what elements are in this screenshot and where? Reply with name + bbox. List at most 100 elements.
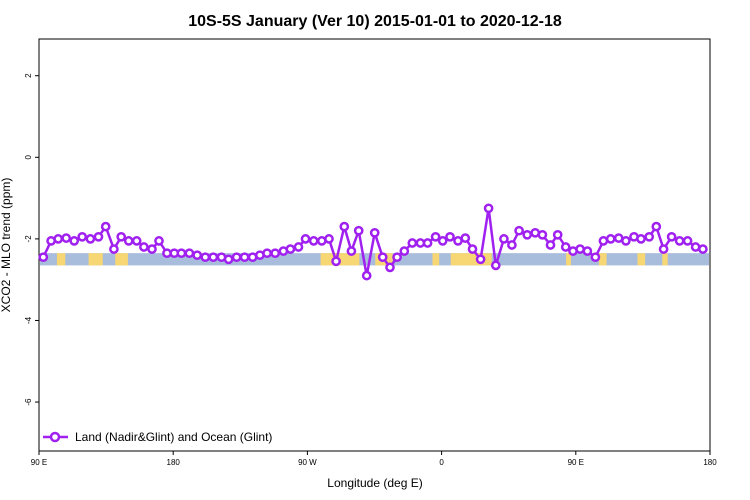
data-point xyxy=(361,270,372,281)
data-point xyxy=(353,225,364,236)
data-point xyxy=(53,234,64,244)
land-patch xyxy=(637,253,646,266)
data-point xyxy=(116,231,127,242)
land-patch xyxy=(88,253,103,266)
y-tick-label: -6 xyxy=(24,398,33,406)
data-point xyxy=(123,236,134,246)
ocean-band xyxy=(40,253,709,266)
legend: Land (Nadir&Glint) and Ocean (Glint) xyxy=(43,430,272,444)
land-patch xyxy=(662,253,668,266)
data-point xyxy=(644,231,655,242)
x-tick-label: 180 xyxy=(703,458,717,467)
data-point xyxy=(658,244,669,254)
data-point xyxy=(460,233,471,243)
data-point xyxy=(545,240,556,250)
data-point xyxy=(605,234,616,244)
data-point xyxy=(346,246,357,256)
data-point xyxy=(560,242,571,252)
data-point xyxy=(285,244,296,254)
data-point xyxy=(293,242,304,252)
data-point xyxy=(636,234,646,244)
data-point xyxy=(392,252,402,263)
land-patch xyxy=(432,253,440,266)
data-point xyxy=(147,244,157,254)
land-patch xyxy=(115,253,128,266)
data-point xyxy=(514,225,524,236)
data-point xyxy=(231,252,242,263)
data-point xyxy=(582,246,593,256)
data-point xyxy=(239,252,250,263)
land-patch xyxy=(566,253,571,266)
data-point xyxy=(422,238,433,248)
data-point xyxy=(324,234,334,244)
x-axis-label: Longitude (deg E) xyxy=(327,476,422,490)
data-point xyxy=(61,233,72,243)
series-layer xyxy=(38,203,708,281)
land-ocean-strip xyxy=(40,253,709,266)
chart-title: 10S-5S January (Ver 10) 2015-01-01 to 20… xyxy=(188,13,562,30)
data-point xyxy=(445,231,455,242)
data-point xyxy=(339,221,350,232)
x-tick-label: 90 E xyxy=(568,458,584,467)
data-point xyxy=(176,248,187,259)
y-tick-label: 0 xyxy=(24,155,33,160)
y-tick-label: -2 xyxy=(24,235,33,243)
data-point xyxy=(154,236,164,246)
data-point xyxy=(666,231,677,242)
data-point xyxy=(369,227,380,238)
data-point xyxy=(184,248,195,259)
data-point xyxy=(100,221,111,232)
data-point xyxy=(522,229,533,240)
land-patch xyxy=(450,253,492,266)
data-point xyxy=(698,244,708,254)
data-point xyxy=(490,260,501,271)
x-tick-label: 90 W xyxy=(298,458,317,467)
data-point xyxy=(407,238,418,248)
data-point xyxy=(590,252,601,263)
data-point xyxy=(331,256,341,267)
data-point xyxy=(552,229,563,240)
data-point xyxy=(131,236,142,246)
data-point xyxy=(674,236,685,246)
data-point xyxy=(200,252,211,263)
data-point xyxy=(377,252,388,263)
data-point xyxy=(385,262,395,273)
data-point xyxy=(475,254,486,265)
data-point xyxy=(208,252,219,263)
y-axis: 2 0 -2 -4 -6 xyxy=(24,73,39,406)
data-point xyxy=(483,203,494,214)
data-point xyxy=(85,234,96,244)
data-point xyxy=(38,252,49,263)
data-point xyxy=(467,244,478,254)
data-point xyxy=(139,242,149,252)
data-point xyxy=(77,231,88,242)
x-tick-label: 0 xyxy=(439,458,444,467)
y-tick-label: -4 xyxy=(24,316,33,324)
data-point xyxy=(399,246,410,256)
data-point xyxy=(621,236,631,246)
x-tick-label: 90 E xyxy=(31,458,47,467)
data-point xyxy=(192,250,203,261)
data-point xyxy=(308,236,319,246)
data-point xyxy=(651,221,662,232)
land-patch xyxy=(56,253,66,266)
x-axis: 90 E 180 90 W 0 90 E 180 xyxy=(31,451,717,467)
data-point xyxy=(262,248,272,259)
data-point xyxy=(437,236,448,246)
data-point xyxy=(507,240,517,250)
data-point xyxy=(93,231,104,242)
legend-marker xyxy=(49,431,61,443)
y-axis-label: XCO2 - MLO trend (ppm) xyxy=(0,178,13,313)
land-patch xyxy=(598,253,607,266)
data-point xyxy=(223,254,234,265)
data-point xyxy=(69,236,80,246)
legend-label: Land (Nadir&Glint) and Ocean (Glint) xyxy=(75,430,272,444)
data-point xyxy=(270,248,281,259)
data-point xyxy=(682,236,693,246)
data-point xyxy=(300,234,311,244)
data-point xyxy=(430,231,441,242)
data-point xyxy=(109,244,119,254)
data-point xyxy=(499,234,509,244)
data-point xyxy=(537,229,548,240)
